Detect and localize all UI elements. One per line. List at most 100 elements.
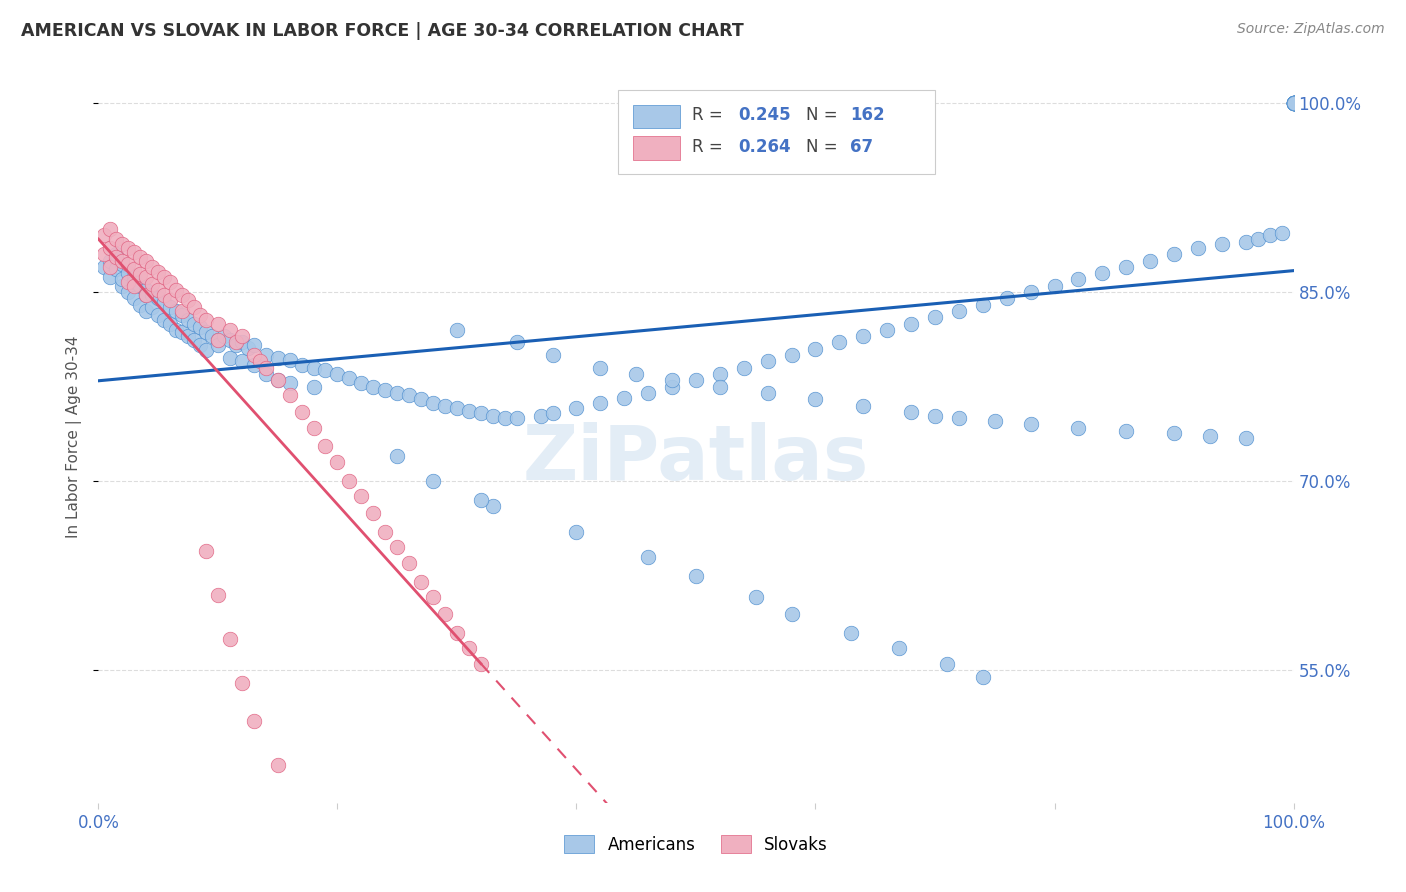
Point xyxy=(135,253,157,268)
Point xyxy=(385,386,409,401)
Point xyxy=(141,287,163,301)
Point xyxy=(219,323,242,337)
Point xyxy=(129,268,152,282)
Point xyxy=(172,308,194,322)
Point xyxy=(924,310,946,325)
Point xyxy=(565,524,588,539)
Point xyxy=(422,591,444,605)
Point xyxy=(153,287,176,301)
Point xyxy=(422,396,444,410)
Point xyxy=(129,298,152,312)
Point xyxy=(589,396,612,410)
Point xyxy=(1091,266,1114,280)
Point xyxy=(637,549,659,564)
Point xyxy=(1282,95,1305,110)
Point xyxy=(302,360,325,375)
Point xyxy=(249,354,271,368)
Text: 0.264: 0.264 xyxy=(738,137,790,156)
Point xyxy=(117,241,139,255)
Point xyxy=(1282,95,1305,110)
Point xyxy=(589,360,612,375)
Point xyxy=(1282,95,1305,110)
Point xyxy=(129,250,152,264)
FancyBboxPatch shape xyxy=(619,90,935,174)
Point xyxy=(124,275,146,289)
Point xyxy=(756,386,779,401)
Point xyxy=(93,228,115,243)
Point xyxy=(148,283,170,297)
Point xyxy=(446,401,468,415)
Point xyxy=(685,569,707,583)
Point xyxy=(828,335,851,350)
Point xyxy=(124,291,146,305)
Point xyxy=(105,250,128,264)
Point xyxy=(165,323,187,337)
Point xyxy=(1282,95,1305,110)
Point xyxy=(948,411,970,425)
Point xyxy=(1067,272,1090,286)
Point xyxy=(124,278,146,293)
Point xyxy=(141,260,163,274)
Point xyxy=(207,333,229,347)
Point xyxy=(411,392,433,407)
Point xyxy=(153,313,176,327)
Point xyxy=(225,335,247,350)
Point xyxy=(326,455,349,469)
Point xyxy=(1282,95,1305,110)
Point xyxy=(302,421,325,435)
Point xyxy=(1282,95,1305,110)
Point xyxy=(111,257,134,271)
Point xyxy=(207,333,229,347)
Point xyxy=(291,405,314,419)
Point xyxy=(124,269,146,284)
Point xyxy=(105,232,128,246)
FancyBboxPatch shape xyxy=(633,136,681,160)
Point xyxy=(254,348,277,362)
Point xyxy=(159,275,181,289)
Point xyxy=(135,304,157,318)
Point xyxy=(446,323,468,337)
Point xyxy=(841,625,863,640)
Point xyxy=(470,657,492,671)
Y-axis label: In Labor Force | Age 30-34: In Labor Force | Age 30-34 xyxy=(66,335,83,539)
Point xyxy=(756,354,779,368)
Point xyxy=(1258,228,1281,243)
Point xyxy=(93,260,115,274)
Point xyxy=(98,260,122,274)
Point xyxy=(1282,95,1305,110)
Point xyxy=(254,360,277,375)
Point xyxy=(201,329,224,343)
Point xyxy=(1282,95,1305,110)
Point xyxy=(135,287,157,301)
Point xyxy=(207,588,229,602)
Point xyxy=(117,285,139,299)
Point xyxy=(172,326,194,340)
Point xyxy=(153,269,176,284)
Point xyxy=(177,313,200,327)
Point xyxy=(159,300,181,314)
Point xyxy=(148,265,170,279)
Point xyxy=(804,392,827,407)
Point xyxy=(124,262,146,277)
Point xyxy=(117,257,139,271)
Point xyxy=(302,379,325,393)
Point xyxy=(1282,95,1305,110)
Point xyxy=(172,304,194,318)
Point xyxy=(984,414,1007,428)
Point xyxy=(1282,95,1305,110)
Point xyxy=(780,348,803,362)
Point xyxy=(1271,226,1294,240)
Point xyxy=(924,409,946,423)
Point xyxy=(972,670,994,684)
Point xyxy=(1019,417,1042,432)
Point xyxy=(148,308,170,322)
Point xyxy=(188,320,211,334)
Point xyxy=(876,323,898,337)
Point xyxy=(177,329,200,343)
Point xyxy=(434,399,457,413)
Point xyxy=(1187,241,1209,255)
Point xyxy=(385,540,409,554)
Point xyxy=(339,474,361,488)
Point xyxy=(1282,95,1305,110)
Point xyxy=(243,338,266,352)
